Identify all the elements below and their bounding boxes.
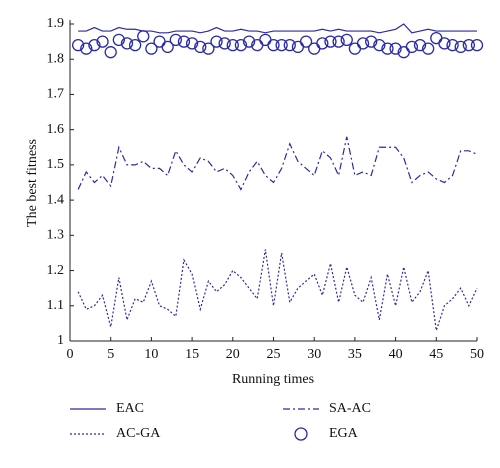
- marker: [161, 40, 174, 54]
- y-tick-label: 1.9: [47, 16, 65, 31]
- marker: [438, 37, 451, 50]
- marker: [316, 37, 329, 50]
- y-tick-label: 1.3: [47, 228, 65, 243]
- legend-label: SA-AC: [329, 401, 371, 416]
- marker: [422, 42, 435, 55]
- x-tick-label: 20: [226, 347, 240, 362]
- marker: [128, 38, 142, 52]
- marker: [218, 37, 231, 50]
- marker: [120, 37, 134, 50]
- marker: [202, 42, 215, 55]
- marker: [96, 35, 109, 48]
- marker: [71, 38, 85, 52]
- x-tick-label: 30: [307, 347, 321, 362]
- marker: [365, 35, 378, 48]
- y-tick-label: 1.1: [47, 298, 65, 313]
- marker: [446, 38, 459, 52]
- marker: [373, 38, 386, 52]
- y-tick-label: 1.5: [47, 157, 65, 172]
- marker: [308, 42, 321, 55]
- legend-marker: [294, 427, 308, 441]
- x-tick-label: 40: [389, 347, 403, 362]
- x-axis-label: Running times: [232, 372, 314, 387]
- x-tick-label: 10: [144, 347, 158, 362]
- marker: [226, 38, 239, 52]
- marker: [234, 38, 248, 52]
- marker: [210, 35, 223, 48]
- series-line: [78, 23, 477, 34]
- marker: [348, 42, 362, 55]
- marker: [145, 42, 158, 55]
- marker: [177, 35, 191, 48]
- y-tick-label: 1.6: [47, 122, 65, 137]
- series-line: [77, 136, 478, 191]
- x-tick-label: 45: [429, 347, 443, 362]
- marker: [332, 35, 345, 48]
- legend-label: AC-GA: [116, 426, 161, 441]
- y-tick-label: 1.8: [47, 51, 65, 66]
- marker: [153, 35, 166, 48]
- x-tick-label: 25: [267, 347, 281, 362]
- marker: [413, 38, 427, 52]
- marker: [462, 38, 476, 52]
- marker: [324, 35, 337, 48]
- marker: [275, 38, 288, 52]
- marker: [194, 40, 207, 54]
- marker: [291, 40, 305, 54]
- x-tick-label: 15: [185, 347, 199, 362]
- legend-label: EGA: [329, 426, 359, 441]
- y-tick-label: 1.2: [47, 263, 65, 278]
- x-tick-label: 50: [470, 347, 484, 362]
- y-axis-label: The best fitness: [25, 139, 40, 227]
- marker: [283, 38, 296, 52]
- series-line: [77, 249, 478, 331]
- marker: [259, 33, 272, 46]
- marker: [169, 33, 182, 46]
- marker: [356, 37, 370, 50]
- marker: [430, 31, 443, 45]
- x-tick-label: 5: [107, 347, 114, 362]
- marker: [80, 42, 93, 55]
- marker: [104, 46, 117, 59]
- legend-label: EAC: [116, 401, 144, 416]
- x-tick-label: 35: [348, 347, 362, 362]
- marker: [242, 35, 256, 48]
- y-tick-label: 1: [57, 333, 64, 348]
- marker: [267, 38, 280, 52]
- x-tick-label: 0: [67, 347, 74, 362]
- marker: [454, 40, 467, 54]
- marker: [299, 35, 313, 48]
- marker: [389, 42, 402, 55]
- y-tick-label: 1.4: [47, 192, 65, 207]
- marker: [405, 40, 419, 54]
- marker: [112, 33, 125, 46]
- marker: [381, 42, 394, 55]
- marker: [88, 38, 101, 52]
- marker: [137, 30, 150, 43]
- y-tick-label: 1.7: [47, 87, 65, 102]
- marker: [340, 33, 353, 46]
- marker: [185, 37, 199, 50]
- marker: [470, 38, 484, 52]
